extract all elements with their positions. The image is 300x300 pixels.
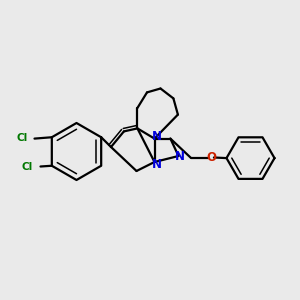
Text: Cl: Cl bbox=[16, 133, 28, 143]
Text: N: N bbox=[175, 150, 185, 164]
Text: N: N bbox=[152, 158, 162, 172]
Text: N: N bbox=[152, 130, 162, 143]
Text: Cl: Cl bbox=[21, 162, 33, 172]
Text: O: O bbox=[206, 151, 216, 164]
